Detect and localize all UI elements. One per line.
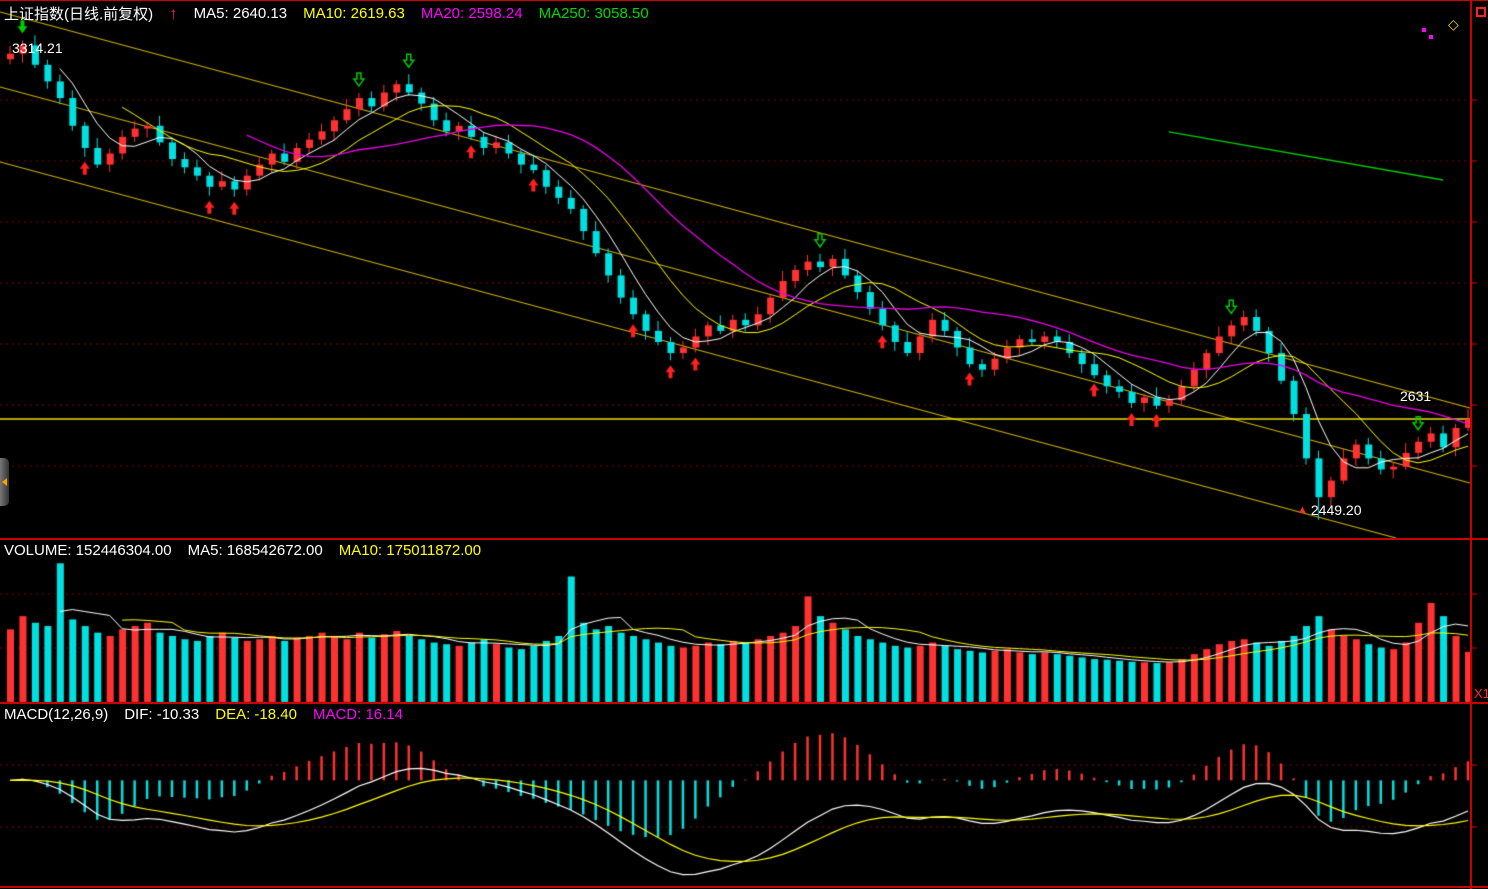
volume-value: VOLUME: 152446304.00 xyxy=(4,542,172,559)
ma10-value: MA10: 2619.63 xyxy=(303,5,405,22)
bottom-border xyxy=(0,886,1488,888)
marker-dot-icon xyxy=(1429,35,1433,39)
volume-panel-header: VOLUME: 152446304.00 MA5: 168542672.00 M… xyxy=(4,542,481,559)
ma250-value: MA250: 3058.50 xyxy=(538,5,649,22)
volume-ma5-value: MA5: 168542672.00 xyxy=(187,542,323,559)
window-box-icon[interactable] xyxy=(1476,7,1486,17)
diamond-icon[interactable]: ◇ xyxy=(1448,16,1459,32)
instrument-title[interactable]: 上证指数(日线.前复权) xyxy=(4,6,154,23)
up-arrow-icon: ↑ xyxy=(169,4,178,23)
right-axis-rail: X1 xyxy=(1470,0,1488,889)
dif-value: DIF: -10.33 xyxy=(124,706,200,723)
volume-ma10-value: MA10: 175011872.00 xyxy=(338,542,482,559)
low-marker-icon: ▲ xyxy=(1297,504,1308,516)
volume-macd-separator xyxy=(0,702,1488,704)
low-price-label: 2449.20 xyxy=(1310,502,1362,518)
marker-dot-icon xyxy=(1422,28,1426,32)
macd-name: MACD(12,26,9) xyxy=(4,706,109,723)
high-price-label: 3314.21 xyxy=(12,40,63,56)
last-price-label: 2631 xyxy=(1400,388,1432,404)
ma5-value: MA5: 2640.13 xyxy=(193,5,288,22)
dea-value: DEA: -18.40 xyxy=(215,706,297,723)
macd-value: MACD: 16.14 xyxy=(312,706,403,723)
price-panel-header: 上证指数(日线.前复权) ↑ MA5: 2640.13 MA10: 2619.6… xyxy=(4,3,649,24)
ma20-value: MA20: 2598.24 xyxy=(420,5,523,22)
zoom-scale-label: X1 xyxy=(1474,686,1488,701)
top-border xyxy=(0,0,1488,1)
low-price-annotation: ▲ 2449.20 xyxy=(1297,502,1362,518)
macd-panel-header: MACD(12,26,9) DIF: -10.33 DEA: -18.40 MA… xyxy=(4,706,403,723)
sidebar-collapse-handle[interactable] xyxy=(0,458,9,506)
price-volume-separator xyxy=(0,538,1488,540)
left-arrow-icon xyxy=(2,478,7,486)
